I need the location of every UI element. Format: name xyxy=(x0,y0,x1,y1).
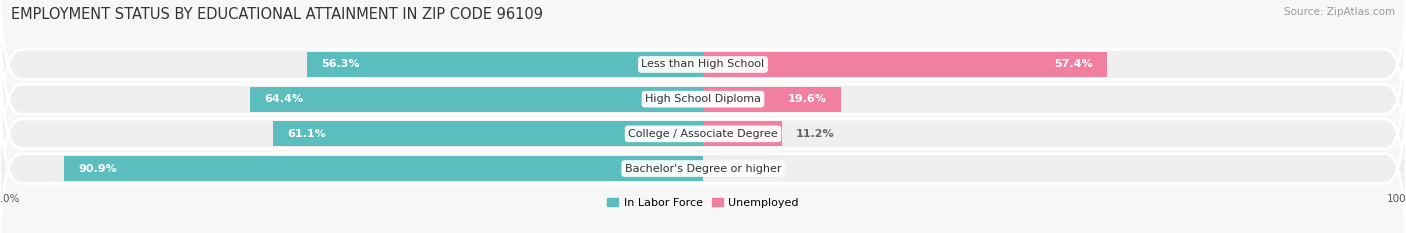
Legend: In Labor Force, Unemployed: In Labor Force, Unemployed xyxy=(603,193,803,212)
FancyBboxPatch shape xyxy=(0,0,1406,154)
Text: 61.1%: 61.1% xyxy=(287,129,326,139)
Text: Source: ZipAtlas.com: Source: ZipAtlas.com xyxy=(1284,7,1395,17)
Text: High School Diploma: High School Diploma xyxy=(645,94,761,104)
FancyBboxPatch shape xyxy=(0,10,1406,188)
Text: 90.9%: 90.9% xyxy=(77,164,117,174)
Bar xyxy=(63,156,703,181)
Text: 57.4%: 57.4% xyxy=(1054,59,1092,69)
Text: 19.6%: 19.6% xyxy=(787,94,827,104)
Bar xyxy=(703,87,841,112)
Text: Bachelor's Degree or higher: Bachelor's Degree or higher xyxy=(624,164,782,174)
Bar xyxy=(250,87,703,112)
Text: EMPLOYMENT STATUS BY EDUCATIONAL ATTAINMENT IN ZIP CODE 96109: EMPLOYMENT STATUS BY EDUCATIONAL ATTAINM… xyxy=(11,7,543,22)
Bar xyxy=(703,121,782,146)
Text: 0.0%: 0.0% xyxy=(717,164,748,174)
Bar xyxy=(308,52,703,77)
FancyBboxPatch shape xyxy=(0,79,1406,233)
Text: Less than High School: Less than High School xyxy=(641,59,765,69)
Text: 11.2%: 11.2% xyxy=(796,129,834,139)
Text: 56.3%: 56.3% xyxy=(321,59,360,69)
FancyBboxPatch shape xyxy=(0,45,1406,223)
Text: College / Associate Degree: College / Associate Degree xyxy=(628,129,778,139)
Bar xyxy=(703,52,1107,77)
Text: 64.4%: 64.4% xyxy=(264,94,304,104)
Bar xyxy=(273,121,703,146)
